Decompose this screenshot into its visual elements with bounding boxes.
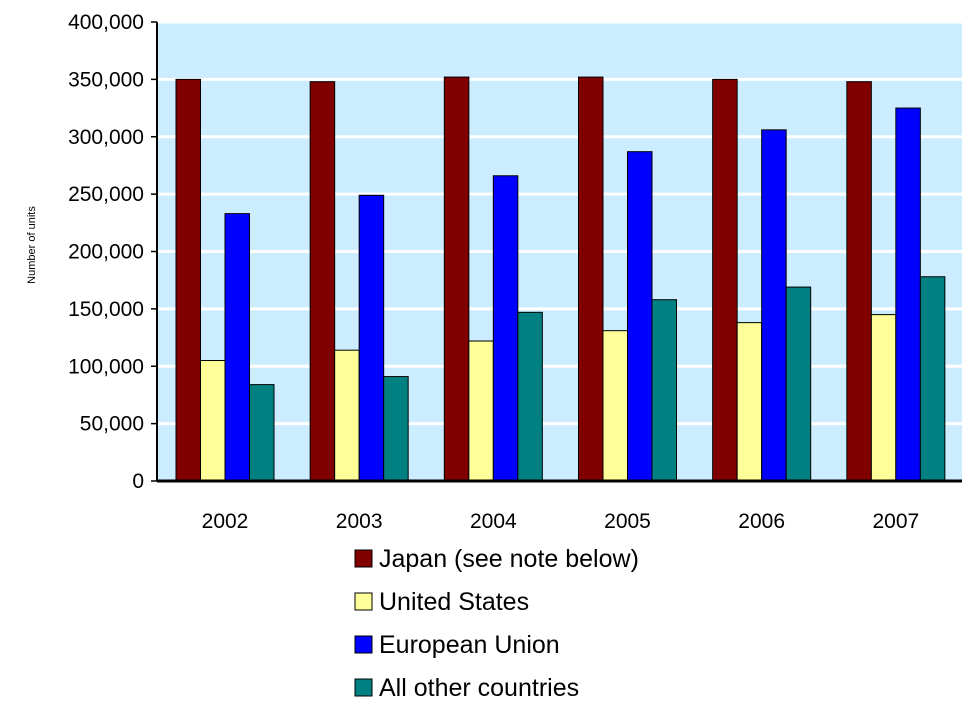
legend-swatch	[354, 678, 373, 697]
x-tick-label: 2003	[336, 510, 383, 533]
x-tick-label: 2004	[470, 510, 517, 533]
bar-all-2006	[785, 286, 812, 482]
legend: Japan (see note below) United States Europ…	[354, 545, 639, 702]
bar-japan-2006	[712, 78, 738, 482]
bar-european-2002	[224, 213, 250, 482]
bar-all-2003	[383, 376, 409, 482]
y-tick-label: 400,000	[68, 11, 144, 34]
legend-swatch	[354, 592, 373, 611]
bar-european-2003	[358, 194, 385, 482]
bar-united-2005	[602, 330, 628, 482]
y-tick-labels: 0 50,000 100,000 150,000 200,000 250,000 300,0…	[68, 11, 144, 493]
bar-european-2004	[492, 175, 519, 482]
bars	[175, 76, 946, 482]
y-tick-label: 300,000	[68, 126, 144, 149]
bar-all-2002	[249, 384, 275, 482]
legend-swatch	[354, 549, 373, 568]
y-tick-label: 350,000	[68, 68, 144, 91]
x-tick-labels: 2002 2003 2004 2005 2006 2007	[202, 510, 920, 533]
legend-label: European Union	[379, 631, 560, 659]
bar-japan-2002	[175, 78, 201, 482]
bar-united-2006	[736, 322, 763, 482]
y-axis-label: Number of units	[26, 206, 38, 284]
bar-united-2002	[200, 360, 226, 482]
bar-united-2004	[468, 340, 494, 482]
bar-all-2005	[651, 299, 677, 482]
bar-all-2004	[517, 311, 543, 482]
bar-european-2005	[627, 151, 653, 482]
bar-japan-2004	[443, 76, 470, 482]
y-tick-label: 50,000	[80, 413, 144, 436]
x-tick-label: 2007	[872, 510, 919, 533]
legend-swatch	[354, 635, 373, 654]
y-tick-label: 200,000	[68, 241, 144, 264]
y-tick-label: 100,000	[68, 355, 144, 378]
bar-japan-2007	[846, 81, 872, 482]
y-tick-label: 150,000	[68, 298, 144, 321]
x-tick-label: 2005	[604, 510, 651, 533]
gridlines	[157, 20, 962, 426]
legend-label: All other countries	[379, 674, 579, 702]
legend-label: United States	[379, 588, 529, 616]
y-tick-label: 250,000	[68, 183, 144, 206]
x-tick-label: 2002	[202, 510, 249, 533]
bar-all-2007	[919, 276, 946, 482]
bar-united-2007	[870, 314, 897, 482]
bar-japan-2005	[578, 76, 604, 482]
axes	[151, 21, 962, 483]
bar-european-2007	[895, 107, 921, 482]
y-tick-label: 0	[132, 470, 144, 493]
bar-united-2003	[334, 349, 360, 482]
x-tick-label: 2006	[738, 510, 785, 533]
bar-japan-2003	[309, 81, 336, 482]
legend-label: Japan (see note below)	[379, 545, 639, 573]
bar-european-2006	[761, 129, 787, 482]
